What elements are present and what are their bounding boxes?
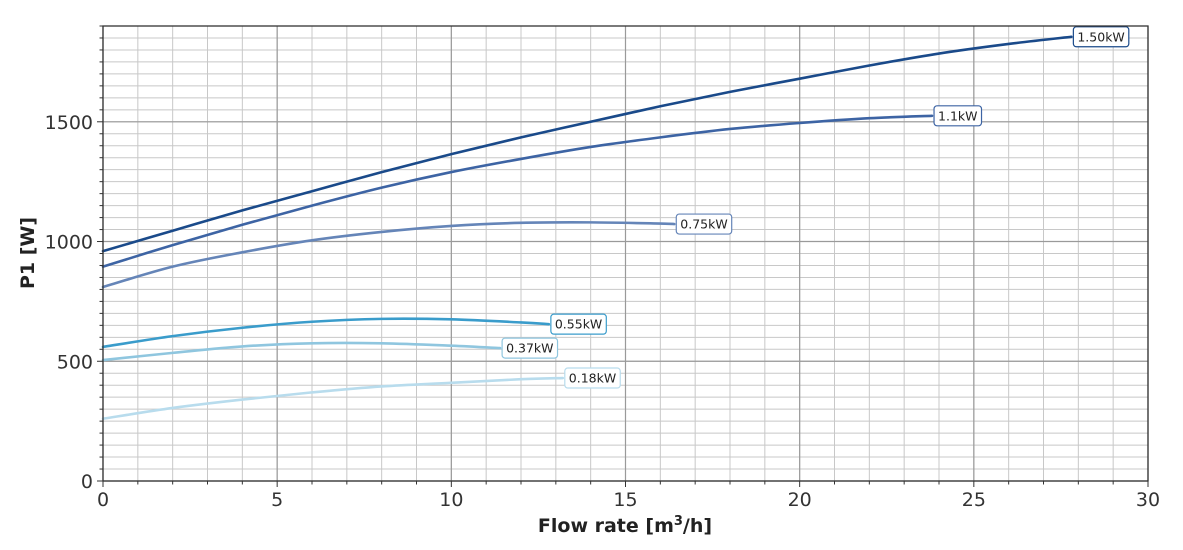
curve-label-box bbox=[1072, 26, 1130, 48]
x-tick-label: 20 bbox=[788, 489, 812, 511]
curve-label-box bbox=[675, 213, 733, 235]
curve-0-37kw bbox=[101, 341, 502, 362]
y-tick-label: 0 bbox=[81, 471, 93, 493]
curve-label-box bbox=[501, 337, 559, 359]
curve-label-0-55kw: 0.55kW bbox=[550, 313, 607, 335]
curve-label-box bbox=[550, 313, 607, 335]
curve-label-box bbox=[933, 105, 983, 127]
x-tick-label: 30 bbox=[1136, 489, 1160, 511]
x-tick-label: 0 bbox=[97, 489, 109, 511]
x-tick-label: 10 bbox=[439, 489, 463, 511]
y-tick-label: 1000 bbox=[45, 232, 93, 254]
curve-label-0-75kw: 0.75kW bbox=[675, 213, 733, 235]
curve-0-75kw bbox=[101, 221, 676, 289]
curve-label-text: 0.18kW bbox=[569, 371, 616, 386]
x-tick-label: 25 bbox=[962, 489, 986, 511]
curve-label-0-18kw: 0.18kW bbox=[564, 367, 621, 389]
tick-labels: 0 5 10 15 20 25 30 0 500 1000 1500 bbox=[45, 112, 1160, 511]
y-axis-title: P1 [W] bbox=[17, 217, 39, 289]
curves bbox=[101, 35, 1073, 421]
curve-label-text: 0.55kW bbox=[555, 317, 602, 332]
ticks bbox=[97, 25, 1149, 487]
curve-label-text: 0.75kW bbox=[680, 217, 727, 232]
curve-label-0-37kw: 0.37kW bbox=[501, 337, 559, 359]
curve-1-50kw bbox=[101, 35, 1073, 253]
y-tick-label: 1500 bbox=[45, 112, 93, 134]
x-tick-label: 15 bbox=[613, 489, 637, 511]
x-axis-title: Flow rate [m3/h] bbox=[538, 514, 712, 537]
curve-label-box bbox=[564, 367, 621, 389]
x-tick-label: 5 bbox=[271, 489, 283, 511]
curve-label-text: 1.1kW bbox=[938, 108, 977, 123]
curve-0-55kw bbox=[101, 317, 551, 349]
curve-label-1-1kw: 1.1kW bbox=[933, 105, 983, 127]
curve-0-18kw bbox=[101, 376, 565, 421]
curve-label-1-50kw: 1.50kW bbox=[1072, 26, 1130, 48]
curve-1-1kw bbox=[101, 114, 934, 268]
y-tick-label: 500 bbox=[57, 351, 93, 373]
curve-label-text: 1.50kW bbox=[1077, 29, 1124, 44]
curve-label-text: 0.37kW bbox=[506, 341, 553, 356]
